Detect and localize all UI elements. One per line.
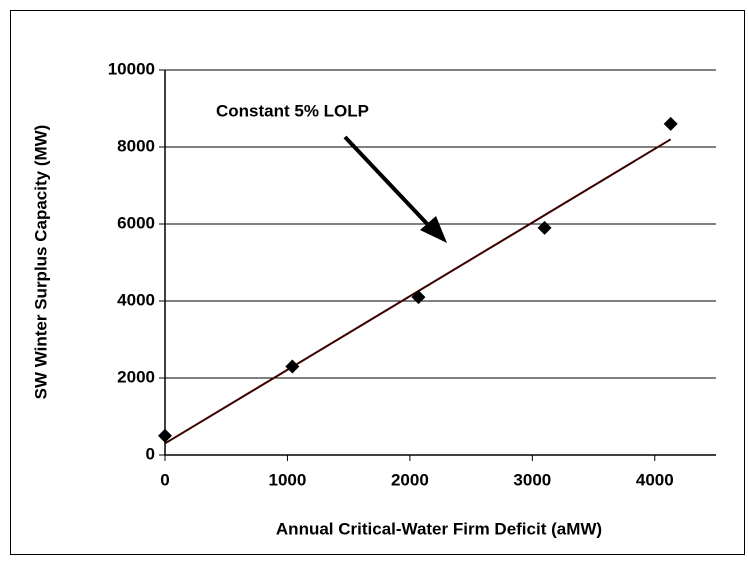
arrow-shaft [343, 135, 434, 231]
data-point [663, 116, 678, 131]
y-tick-label: 10000 [108, 59, 155, 78]
data-point [411, 290, 426, 305]
arrow-head [420, 216, 447, 243]
y-tick-label: 4000 [117, 290, 155, 309]
data-point [285, 359, 300, 374]
data-point [158, 428, 172, 443]
y-tick-label: 0 [146, 444, 155, 463]
data-point [537, 220, 552, 235]
y-tick-label: 2000 [117, 367, 155, 386]
x-axis-label: Annual Critical-Water Firm Deficit (aMW) [276, 519, 602, 538]
x-tick-label: 3000 [513, 470, 551, 489]
y-tick-label: 6000 [117, 213, 155, 232]
x-tick-label: 2000 [391, 470, 429, 489]
y-axis-label: SW Winter Surplus Capacity (MW) [31, 125, 50, 400]
x-tick-label: 4000 [636, 470, 674, 489]
y-tick-label: 8000 [117, 136, 155, 155]
x-tick-label: 1000 [269, 470, 307, 489]
annotation-arrow [343, 135, 447, 243]
chart-frame [10, 10, 745, 555]
x-tick-label: 0 [160, 470, 169, 489]
annotation: Constant 5% LOLP [216, 101, 369, 120]
